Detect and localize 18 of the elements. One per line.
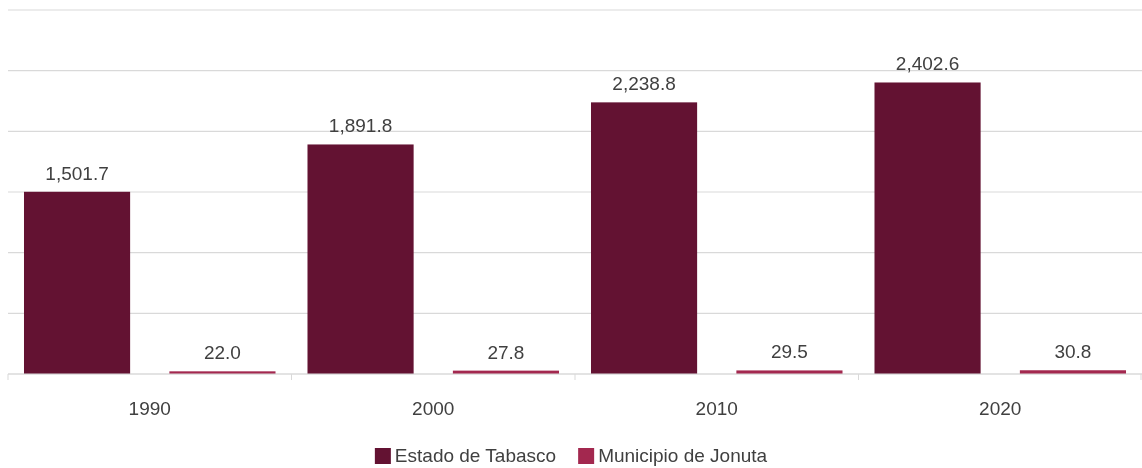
data-label: 27.8 <box>487 341 525 363</box>
bar <box>307 144 414 374</box>
data-label: 2,238.8 <box>612 73 676 95</box>
legend-label: Municipio de Jonuta <box>598 445 768 466</box>
legend-label: Estado de Tabasco <box>394 445 557 466</box>
data-label: 30.8 <box>1054 341 1092 363</box>
data-label: 29.5 <box>770 341 808 363</box>
data-label: 22.0 <box>203 342 241 364</box>
x-tick-label: 2020 <box>979 398 1022 419</box>
bar <box>23 191 131 374</box>
bar <box>590 102 698 374</box>
x-tick-label: 2000 <box>412 398 455 419</box>
x-tick-label: 1990 <box>128 398 171 419</box>
data-label: 1,501.7 <box>45 162 109 184</box>
data-label: 2,402.6 <box>895 53 960 75</box>
bar <box>874 82 981 374</box>
data-label: 1,891.8 <box>328 115 393 137</box>
x-tick-label: 2010 <box>695 398 738 419</box>
